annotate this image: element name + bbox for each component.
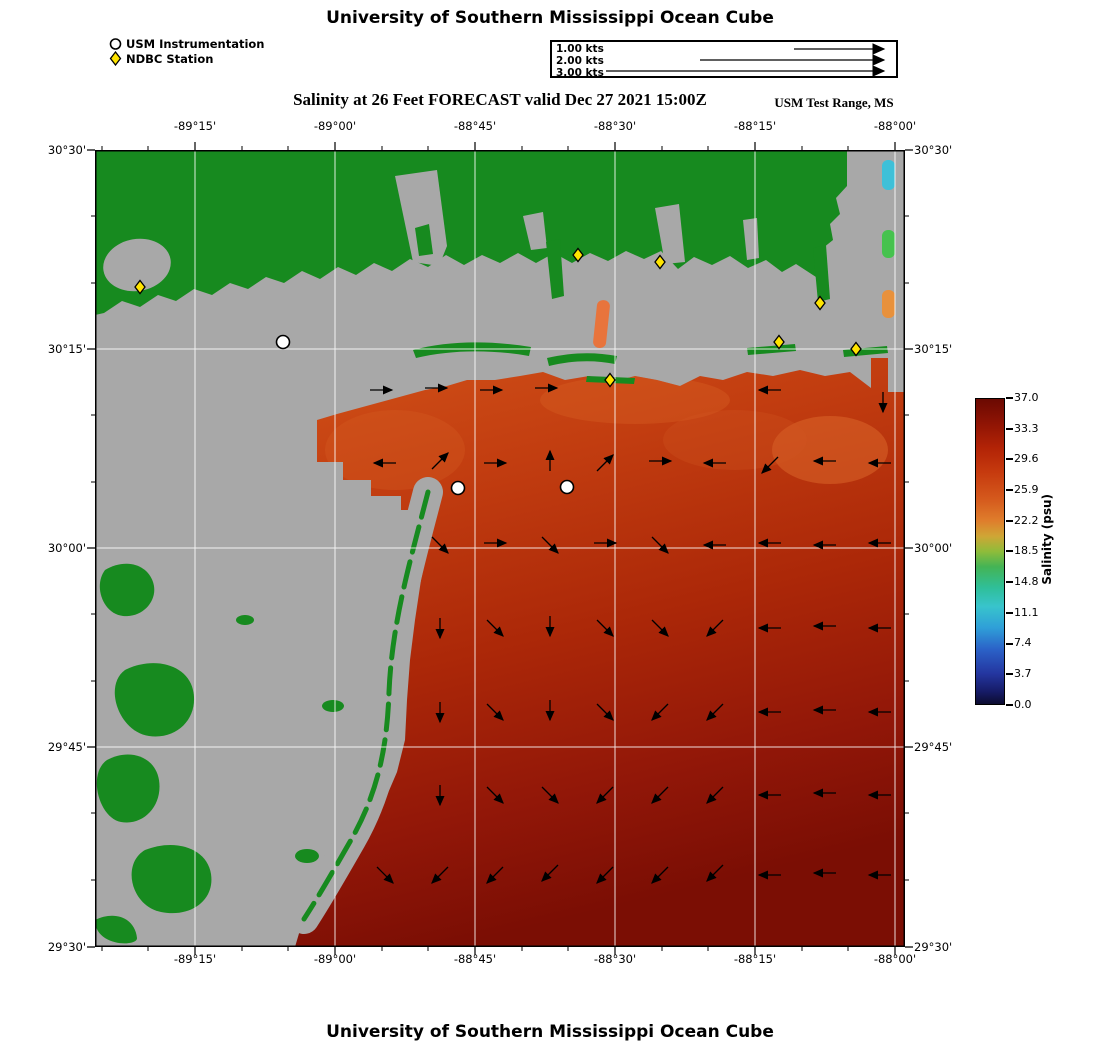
x-tick-label-top: -88°00'	[873, 119, 917, 133]
usm-marker-icon	[109, 38, 122, 50]
salinity-field	[295, 358, 905, 947]
colorbar-tick	[1006, 520, 1013, 522]
salinity-field-highlights	[325, 376, 888, 490]
colorbar-tick	[1006, 458, 1013, 460]
grid-lines	[95, 150, 905, 947]
legend-ndbc-label: NDBC Station	[126, 51, 214, 66]
y-tick-label-right: 29°45'	[914, 740, 953, 754]
colorbar-tick	[1006, 489, 1013, 491]
y-tick-label-right: 30°30'	[914, 143, 953, 157]
page-title: University of Southern Mississippi Ocean…	[326, 8, 774, 28]
colorbar-tick-label: 18.5	[1014, 544, 1039, 557]
colorbar-tick-label: 22.2	[1014, 514, 1039, 527]
colorbar	[975, 398, 1005, 705]
colorbar-tick-label: 7.4	[1014, 636, 1032, 649]
usm-station-markers	[275, 334, 575, 496]
river-plume	[593, 300, 610, 349]
legend-row-usm: USM Instrumentation	[108, 36, 265, 51]
bay-inlets	[103, 170, 759, 292]
colorbar-tick-label: 3.7	[1014, 667, 1032, 680]
marker-legend: USM Instrumentation NDBC Station	[108, 36, 265, 66]
map-subtitle: Salinity at 26 Feet FORECAST valid Dec 2…	[293, 90, 707, 109]
x-tick-label-bottom: -89°15'	[173, 952, 217, 966]
x-tick-label-top: -88°45'	[453, 119, 497, 133]
x-tick-label-bottom: -88°45'	[453, 952, 497, 966]
legend-row-ndbc: NDBC Station	[108, 51, 265, 66]
marsh-islands	[95, 563, 344, 944]
east-boundary-cells	[882, 160, 895, 318]
usm-station-marker	[275, 334, 291, 350]
colorbar-tick-label: 37.0	[1014, 391, 1039, 404]
map-canvas	[87, 142, 913, 955]
x-tick-label-top: -89°15'	[173, 119, 217, 133]
x-tick-label-bottom: -88°15'	[733, 952, 777, 966]
colorbar-tick-label: 14.8	[1014, 575, 1039, 588]
usm-station-marker	[559, 479, 575, 495]
colorbar-tick	[1006, 612, 1013, 614]
chandeleur-island-chain	[301, 489, 431, 922]
x-tick-label-bottom: -89°00'	[313, 952, 357, 966]
y-tick-label-right: 30°15'	[914, 342, 953, 356]
y-tick-label-left: 30°30'	[47, 143, 86, 157]
colorbar-tick-label: 29.6	[1014, 452, 1039, 465]
y-tick-label-left: 30°00'	[47, 541, 86, 555]
colorbar-tick-label: 0.0	[1014, 698, 1032, 711]
velocity-label-3: 3.00 kts	[556, 67, 604, 79]
colorbar-tick	[1006, 397, 1013, 399]
colorbar-tick	[1006, 550, 1013, 552]
colorbar-tick	[1006, 704, 1013, 706]
range-label: USM Test Range, MS	[774, 95, 894, 110]
colorbar-tick-label: 33.3	[1014, 422, 1039, 435]
ndbc-marker-icon	[109, 51, 122, 66]
y-tick-label-left: 29°30'	[47, 940, 86, 954]
x-tick-label-bottom: -88°00'	[873, 952, 917, 966]
colorbar-tick	[1006, 643, 1013, 645]
usm-station-marker	[450, 480, 466, 496]
x-tick-label-top: -88°15'	[733, 119, 777, 133]
axis-ticks	[87, 142, 913, 955]
velocity-scale-box: 1.00 kts 2.00 kts 3.00 kts	[550, 40, 898, 79]
colorbar-tick	[1006, 581, 1013, 583]
colorbar-tick-label: 25.9	[1014, 483, 1039, 496]
x-tick-label-top: -88°30'	[593, 119, 637, 133]
map-border	[95, 150, 905, 947]
colorbar-tick	[1006, 428, 1013, 430]
x-tick-label-top: -89°00'	[313, 119, 357, 133]
footer-title: University of Southern Mississippi Ocean…	[326, 1022, 774, 1042]
legend-usm-label: USM Instrumentation	[126, 36, 265, 51]
y-tick-label-left: 30°15'	[47, 342, 86, 356]
y-tick-label-right: 29°30'	[914, 940, 953, 954]
colorbar-tick	[1006, 673, 1013, 675]
y-tick-label-right: 30°00'	[914, 541, 953, 555]
colorbar-axis-label: Salinity (psu)	[1040, 494, 1054, 585]
x-tick-label-bottom: -88°30'	[593, 952, 637, 966]
current-vector-arrows	[370, 383, 891, 884]
velocity-scale-arrows	[606, 43, 886, 76]
colorbar-tick-label: 11.1	[1014, 606, 1039, 619]
y-tick-label-left: 29°45'	[47, 740, 86, 754]
land-polygon	[95, 150, 847, 315]
velocity-label-1: 1.00 kts	[556, 43, 604, 55]
velocity-label-2: 2.00 kts	[556, 55, 604, 67]
